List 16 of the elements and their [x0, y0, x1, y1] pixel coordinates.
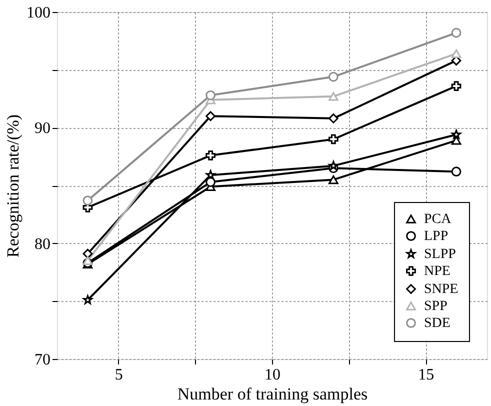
y-tick-label: 90	[34, 120, 50, 138]
legend-label: SLPP	[424, 247, 456, 262]
legend-label: NPE	[424, 264, 450, 279]
legend-label: SPP	[424, 299, 448, 314]
y-axis-title: Recognition rate/(%)	[4, 114, 22, 258]
y-tick-label: 70	[34, 352, 50, 368]
x-axis-title: Number of training samples	[177, 384, 368, 404]
y-tick-label: 80	[34, 236, 50, 253]
x-tick-label: 15	[418, 366, 434, 384]
x-tick-label: 10	[264, 366, 280, 384]
legend-label: SDE	[424, 316, 450, 331]
legend-label: LPP	[424, 229, 448, 244]
legend-label: SNPE	[424, 282, 458, 297]
x-tick-label: 5	[114, 366, 123, 384]
legend-label: PCA	[424, 212, 452, 227]
y-tick-label: 100	[26, 4, 50, 22]
